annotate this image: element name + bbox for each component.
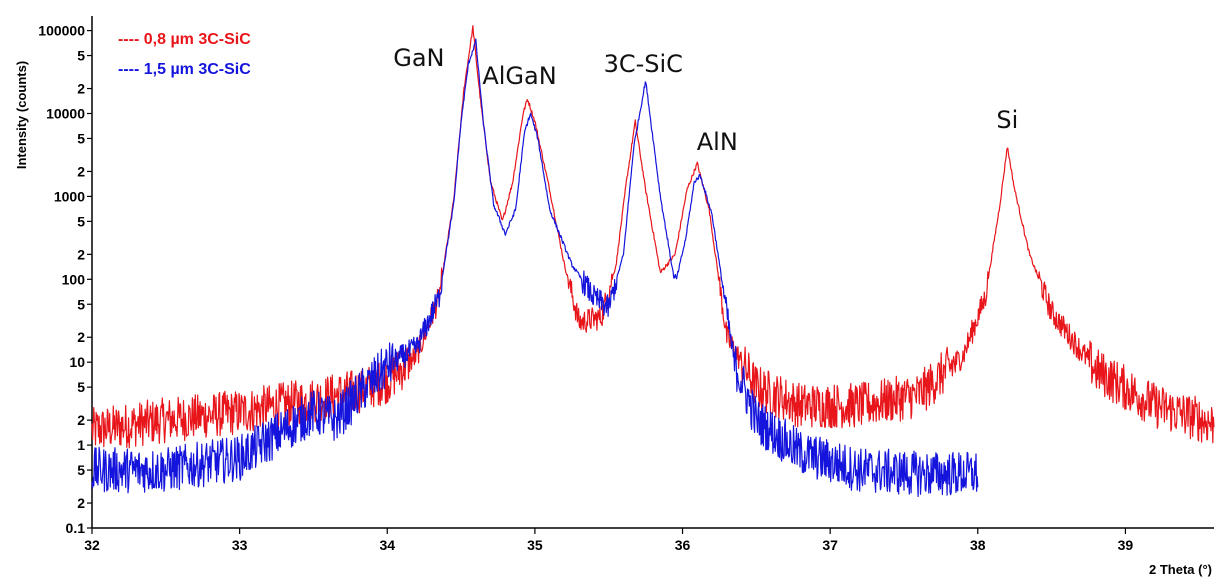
x-tick-label: 32 xyxy=(84,537,100,553)
peak-label-3c-sic: 3C-SiC xyxy=(604,50,683,78)
y-tick-label: 10 xyxy=(69,354,85,370)
y-tick-label: 5 xyxy=(77,213,85,229)
y-tick-label: 2 xyxy=(77,329,85,345)
peak-label-gan: GaN xyxy=(393,44,444,72)
axes xyxy=(91,16,1214,529)
y-tick-label: 100000 xyxy=(38,23,85,39)
peak-annotations: GaN AlGaN 3C-SiC AlN Si xyxy=(393,44,1018,156)
y-tick-label: 5 xyxy=(77,462,85,478)
y-tick-label: 2 xyxy=(77,495,85,511)
peak-label-algan: AlGaN xyxy=(482,62,556,90)
x-axis-title: 2 Theta (°) xyxy=(1149,562,1212,577)
x-tick-label: 33 xyxy=(232,537,248,553)
y-tick-label: 5 xyxy=(77,48,85,64)
y-tick-label: 2 xyxy=(77,412,85,428)
legend-entry-1-5um: ---- 1,5 µm 3C-SiC xyxy=(118,61,251,78)
y-axis-title: Intensity (counts) xyxy=(14,61,29,169)
series-lines xyxy=(91,25,1215,498)
peak-label-aln: AlN xyxy=(697,128,738,156)
y-tick-label: 5 xyxy=(77,296,85,312)
y-tick-label: 100 xyxy=(62,271,86,287)
y-tick-label: 10000 xyxy=(46,105,85,121)
y-tick-label: 2 xyxy=(77,163,85,179)
x-tick-label: 38 xyxy=(970,537,986,553)
series-line-0 xyxy=(91,25,1215,449)
x-tick-label: 34 xyxy=(379,537,395,553)
y-tick-label: 2 xyxy=(77,81,85,97)
y-tick-label: 2 xyxy=(77,246,85,262)
y-tick-label: 1 xyxy=(77,437,85,453)
tick-labels: 32 33 34 35 36 37 38 39100000521000052100052100… xyxy=(38,23,1133,553)
legend: ---- 0,8 µm 3C-SiC ---- 1,5 µm 3C-SiC xyxy=(118,31,251,78)
y-tick-label: 1000 xyxy=(54,188,85,204)
legend-entry-0-8um: ---- 0,8 µm 3C-SiC xyxy=(118,31,251,48)
x-tick-label: 37 xyxy=(822,537,838,553)
y-tick-label: 5 xyxy=(77,379,85,395)
peak-label-si: Si xyxy=(996,106,1018,134)
x-tick-label: 35 xyxy=(527,537,543,553)
x-tick-label: 39 xyxy=(1118,537,1134,553)
series-line-1 xyxy=(91,38,979,498)
x-tick-label: 36 xyxy=(675,537,691,553)
y-tick-label: 5 xyxy=(77,130,85,146)
y-tick-label: 0.1 xyxy=(66,520,86,536)
